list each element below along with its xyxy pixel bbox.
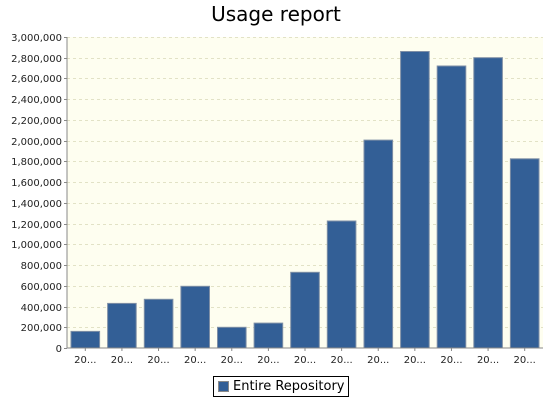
- y-tick-label: 1,200,000: [11, 220, 62, 231]
- y-tick-label: 1,600,000: [11, 178, 62, 189]
- bars: [70, 51, 540, 349]
- bar: [363, 139, 394, 349]
- bar: [326, 220, 357, 349]
- x-tick-label: 20...: [111, 355, 133, 366]
- y-tick-label: 800,000: [21, 261, 62, 272]
- x-tick-label: 20...: [440, 355, 462, 366]
- legend: Entire Repository: [213, 376, 350, 397]
- y-tick-label: 1,400,000: [11, 199, 62, 210]
- x-tick-label: 20...: [514, 355, 536, 366]
- x-tick-label: 20...: [257, 355, 279, 366]
- y-tick-label: 2,000,000: [11, 137, 62, 148]
- bar: [290, 271, 320, 349]
- y-tick-label: 400,000: [21, 303, 62, 314]
- y-tick-label: 600,000: [21, 282, 62, 293]
- x-tick-label: 20...: [477, 355, 499, 366]
- y-tick-label: 1,000,000: [11, 240, 62, 251]
- y-tick-label: 2,800,000: [11, 54, 62, 65]
- bar: [509, 158, 540, 349]
- legend-label: Entire Repository: [233, 379, 345, 394]
- x-tick-label: 20...: [221, 355, 243, 366]
- x-tick-label: 20...: [294, 355, 316, 366]
- y-tick-label: 200,000: [21, 323, 62, 334]
- bar: [400, 51, 430, 349]
- y-ticks: 0 200,000 400,000 600,000 800,000 1,000,000 1,…: [11, 33, 67, 355]
- x-tick-label: 20...: [147, 355, 169, 366]
- bar: [217, 326, 247, 349]
- y-tick-label: 2,400,000: [11, 95, 62, 106]
- x-tick-label: 20...: [367, 355, 389, 366]
- y-tick-label: 3,000,000: [11, 33, 62, 44]
- bar: [436, 65, 467, 349]
- y-tick-label: 2,200,000: [11, 116, 62, 127]
- chart-title: Usage report: [211, 2, 341, 26]
- bar: [143, 298, 174, 349]
- y-tick-label: 0: [56, 344, 62, 355]
- bar: [70, 330, 101, 349]
- bar: [253, 322, 284, 349]
- legend-swatch: [218, 381, 229, 392]
- x-tick-label: 20...: [330, 355, 352, 366]
- bar: [473, 57, 503, 349]
- bar: [107, 302, 137, 349]
- y-tick-label: 2,600,000: [11, 74, 62, 85]
- x-ticks: 20... 20... 20... 20... 20... 20... 20... 20...…: [74, 348, 536, 366]
- y-tick-label: 1,800,000: [11, 157, 62, 168]
- x-tick-label: 20...: [184, 355, 206, 366]
- bar: [180, 285, 210, 349]
- x-tick-label: 20...: [74, 355, 96, 366]
- x-tick-label: 20...: [404, 355, 426, 366]
